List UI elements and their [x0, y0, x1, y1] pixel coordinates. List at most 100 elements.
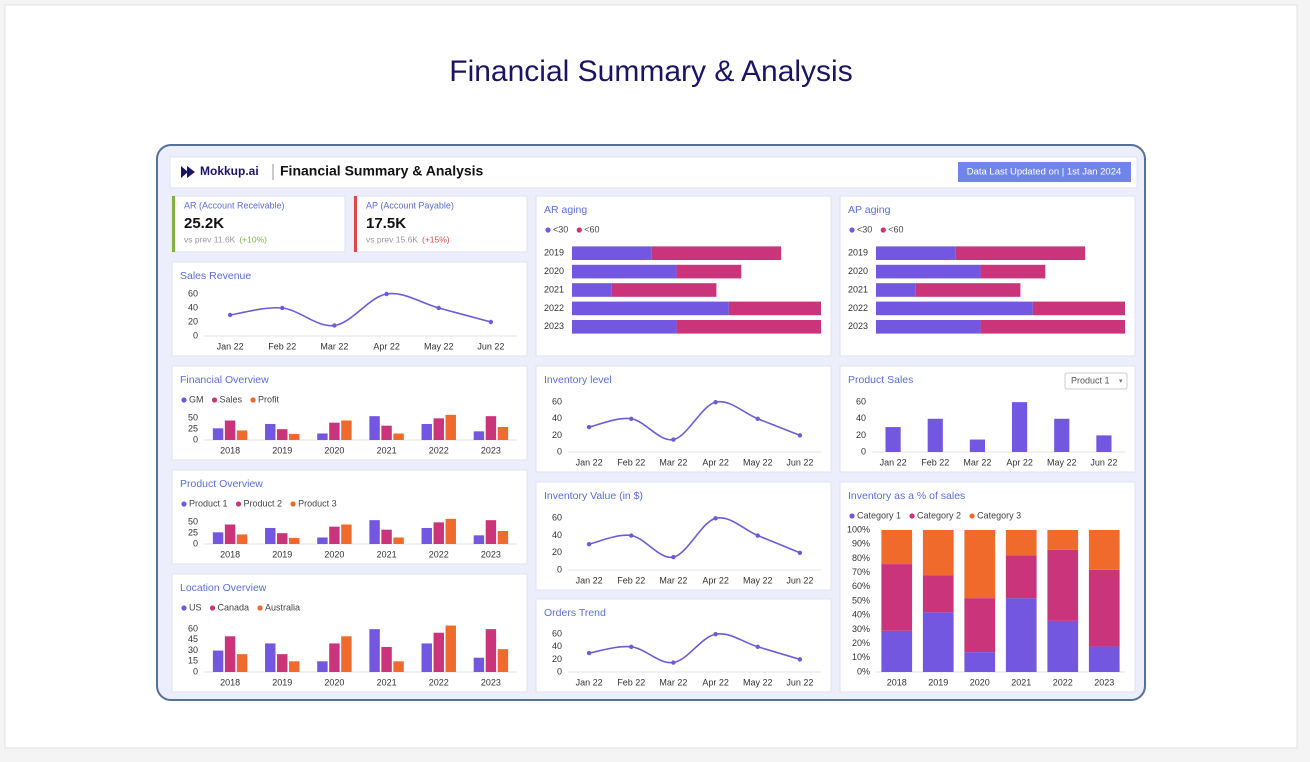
bar — [277, 533, 288, 544]
y-tick-label: 50 — [188, 517, 198, 527]
x-tick-label: Jun 22 — [786, 677, 813, 687]
x-tick-label: 2021 — [377, 677, 397, 687]
dropdown[interactable] — [1064, 372, 1128, 390]
logo-icon — [181, 166, 195, 178]
x-tick-label: 2022 — [429, 445, 449, 455]
x-tick-label: Feb 22 — [617, 457, 645, 467]
kpi-change: (+10%) — [239, 234, 267, 244]
bar — [369, 416, 380, 440]
x-tick-label: 2019 — [928, 677, 948, 687]
point — [797, 433, 803, 438]
y-tick-label: 50% — [852, 595, 870, 605]
y-tick-label: 45 — [188, 634, 198, 644]
bar — [433, 632, 444, 672]
x-tick-label: Mar 22 — [963, 457, 991, 467]
x-tick-label: Mar 22 — [659, 677, 687, 687]
x-tick-label: 2023 — [481, 549, 501, 559]
bar — [393, 537, 404, 544]
x-tick-label: 2020 — [324, 549, 344, 559]
y-tick-label: 0 — [193, 666, 198, 676]
point — [671, 554, 676, 560]
bar — [341, 524, 352, 544]
point — [586, 650, 592, 656]
panel-title: Product Sales — [848, 374, 913, 386]
x-tick-label: 2019 — [272, 445, 292, 455]
bar — [393, 661, 404, 672]
bar-segment — [881, 530, 913, 565]
bar-segment — [572, 264, 677, 279]
y-tick-label: 40 — [188, 302, 198, 312]
bar — [485, 520, 497, 544]
bar — [289, 433, 300, 440]
x-tick-label: 2021 — [377, 549, 397, 559]
point — [488, 319, 494, 325]
bar-segment — [1047, 549, 1079, 621]
legend-label: Category 3 — [977, 510, 1021, 520]
bar-segment — [876, 283, 916, 297]
bar — [212, 650, 224, 672]
category-label: 2020 — [848, 266, 868, 276]
kpi-prev: vs prev 15.6K — [366, 234, 418, 244]
x-tick-label: 2020 — [324, 445, 344, 455]
kpi-prev: vs prev 11.6K — [184, 234, 236, 244]
y-tick-label: 80% — [852, 553, 870, 563]
x-tick-label: Jan 22 — [217, 341, 244, 351]
bar-segment — [876, 319, 981, 334]
bar — [497, 531, 509, 544]
x-tick-label: 2018 — [220, 445, 240, 455]
bar-segment — [572, 319, 677, 334]
legend-label: Profit — [258, 394, 280, 404]
point — [332, 323, 337, 328]
bar-segment — [881, 630, 913, 672]
bar — [969, 439, 986, 452]
panel-title: AP aging — [848, 204, 891, 216]
bar-segment — [1088, 530, 1120, 570]
bar-segment — [964, 598, 996, 653]
kpi-value: 17.5K — [366, 215, 406, 232]
y-tick-label: 20% — [852, 638, 870, 648]
bar-segment — [922, 612, 954, 672]
point — [384, 291, 389, 297]
legend-dot — [545, 227, 551, 233]
bar — [473, 431, 485, 440]
bar — [369, 629, 380, 672]
x-tick-label: Jan 22 — [576, 457, 603, 467]
panel-title: Financial Overview — [180, 374, 269, 386]
bar-segment — [980, 319, 1125, 334]
x-tick-label: Feb 22 — [268, 341, 296, 351]
bar-segment — [964, 530, 996, 599]
point — [755, 533, 760, 538]
bar — [473, 535, 485, 544]
legend-dot — [250, 397, 256, 403]
line — [229, 292, 492, 327]
dropdown-caret: ▾ — [1119, 378, 1123, 385]
point — [586, 541, 592, 547]
bar — [265, 423, 276, 440]
bar — [433, 418, 444, 440]
x-tick-label: Jun 22 — [786, 575, 813, 585]
x-tick-label: Feb 22 — [617, 677, 645, 687]
bar — [329, 526, 340, 544]
point — [671, 660, 676, 665]
panel-title: AR aging — [544, 204, 587, 216]
y-tick-label: 100% — [847, 524, 870, 534]
bar-segment — [1047, 620, 1079, 672]
bar-segment — [572, 283, 612, 297]
bar — [393, 433, 404, 440]
point — [713, 631, 718, 637]
y-tick-label: 60 — [552, 513, 562, 523]
x-tick-label: 2022 — [429, 677, 449, 687]
category-label: 2022 — [848, 303, 868, 313]
bar — [445, 625, 456, 672]
bar — [289, 661, 300, 672]
category-label: 2020 — [544, 266, 564, 276]
bar-segment — [1005, 598, 1037, 672]
x-tick-label: May 22 — [743, 457, 773, 467]
y-tick-label: 30% — [852, 624, 870, 634]
bar — [1096, 435, 1112, 452]
bar-segment — [611, 283, 717, 297]
y-tick-label: 90% — [852, 539, 870, 549]
x-tick-label: 2021 — [1011, 677, 1031, 687]
legend-dot — [849, 227, 855, 233]
bar-segment — [1088, 569, 1120, 647]
